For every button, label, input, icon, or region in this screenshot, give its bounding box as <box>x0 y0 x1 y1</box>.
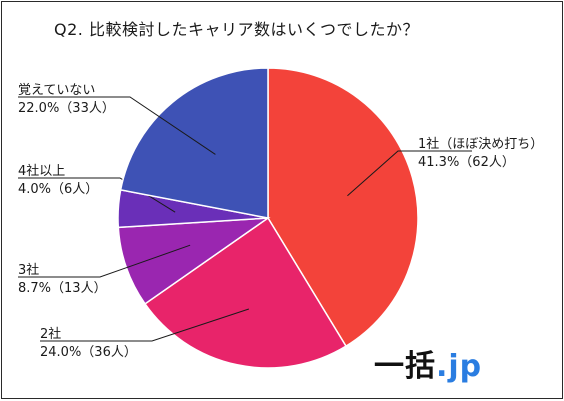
pie-slice-1 <box>267 67 419 348</box>
slice-value-2: 24.0%（36人） <box>40 345 137 360</box>
leader-line-2 <box>40 308 250 342</box>
leader-line-4 <box>18 177 176 213</box>
slice-value-5: 22.0%（33人） <box>18 101 115 116</box>
slice-value-3: 8.7%（13人） <box>18 281 107 296</box>
brand-logo-text: 一括 <box>374 349 436 384</box>
brand-logo: 一括.jp <box>374 341 482 385</box>
brand-logo-domain: .jp <box>436 349 483 384</box>
pie-slice-5 <box>119 67 269 219</box>
leader-line-3 <box>18 244 191 278</box>
slice-label-2: 2社 <box>40 326 61 342</box>
slice-label-4: 4社以上 <box>18 163 65 179</box>
slice-value-1: 41.3%（62人） <box>418 155 515 170</box>
leader-line-5 <box>18 96 216 155</box>
pie-slice-2 <box>143 216 348 369</box>
leader-line-1 <box>347 150 472 197</box>
slice-label-1: 1社（ほぼ決め打ち） <box>418 136 543 152</box>
chart-title: Q2. 比較検討したキャリア数はいくつでしたか？ <box>54 20 419 39</box>
slice-label-5: 覚えていない <box>18 83 95 98</box>
slice-value-4: 4.0%（6人） <box>18 182 98 197</box>
slice-label-3: 3社 <box>18 262 39 278</box>
